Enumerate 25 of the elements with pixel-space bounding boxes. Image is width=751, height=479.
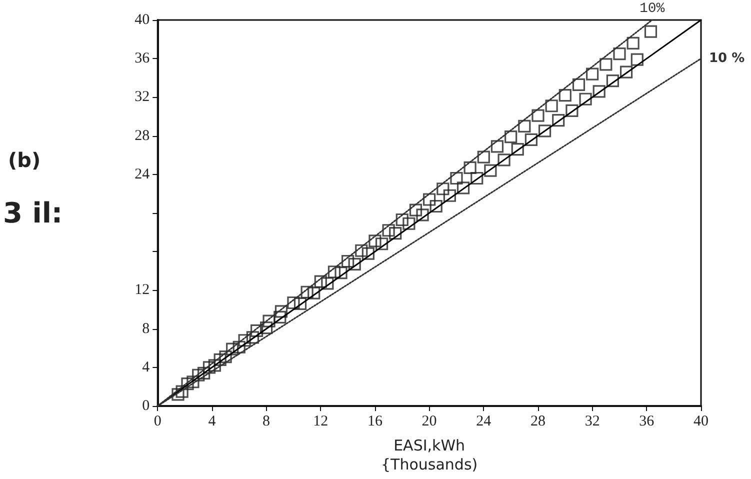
x-tick-label: 24 [476,414,492,430]
y-tick-label: 4 [142,359,150,376]
y-tick-label: 40 [134,12,150,28]
x-tick-label: 28 [530,414,546,430]
x-tick-label: 16 [367,414,383,430]
y-axis-title: 3 il: [3,196,63,230]
x-axis-title: EASI,kWh {Thousands) [381,436,478,474]
x-tick-label: 0 [154,414,162,430]
x-tick-label: 32 [584,414,600,430]
y-tick-label: 8 [142,320,150,337]
text: (b) [8,148,41,172]
x-tick-label: 36 [639,414,655,430]
y-tick-label: 36 [134,50,150,67]
x-tick-label: 40 [694,414,708,430]
annotation: 10 % [709,51,745,66]
y-tick-label: 0 [142,398,150,414]
annotation: 10% [639,1,666,17]
y-tick-label: 28 [134,128,150,144]
y-tick-label: 32 [134,89,150,106]
x-tick-label: 20 [422,414,437,430]
x-tick-label: 12 [313,414,328,430]
y-tick-label: 24 [134,166,150,182]
x-tick-label: 4 [208,414,216,430]
x-tick-label: 8 [262,414,270,430]
y-tick-label: 12 [134,282,150,298]
